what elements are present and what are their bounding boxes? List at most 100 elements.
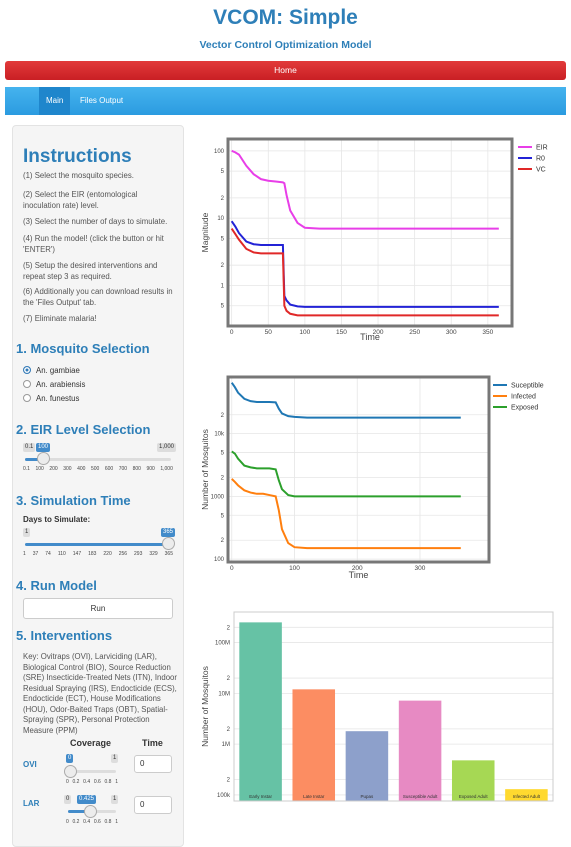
tab-main[interactable]: Main bbox=[39, 87, 71, 115]
radio[interactable]: An. funestus bbox=[23, 394, 79, 403]
x-tick-label: 200 bbox=[352, 565, 363, 572]
slider-tick-label: 600 bbox=[104, 466, 114, 472]
y-axis-label: Number of Mosquitos bbox=[200, 666, 210, 747]
slider-tick-label: 110 bbox=[57, 551, 66, 557]
slider-tick-label: 0.8 bbox=[104, 819, 112, 825]
y-tick-label: 2 bbox=[227, 778, 231, 784]
time-input[interactable]: 0 bbox=[134, 755, 172, 773]
row-name: OVI bbox=[23, 760, 37, 769]
y-axis-label: Magnitude bbox=[200, 212, 210, 252]
slider-handle[interactable] bbox=[37, 452, 50, 465]
radio[interactable]: An. gambiae bbox=[23, 366, 80, 375]
plot-frame bbox=[226, 375, 491, 564]
slider-tick-label: 1 bbox=[115, 819, 118, 825]
slider-tick-label: 0.2 bbox=[72, 779, 80, 785]
x-tick-label: 0 bbox=[230, 565, 234, 572]
y-tick-label: 5 bbox=[221, 451, 225, 457]
legend-label: EIR bbox=[536, 145, 548, 152]
app-title: VCOM: Simple bbox=[213, 6, 358, 29]
x-tick-label: 150 bbox=[336, 329, 347, 336]
series-line bbox=[231, 450, 461, 498]
slider-tick-label: 329 bbox=[149, 551, 158, 557]
sidebar bbox=[12, 125, 184, 847]
y-tick-label: 5 bbox=[221, 513, 225, 519]
slider-max: 1,000 bbox=[157, 443, 177, 452]
slider-tick-label: 0.6 bbox=[93, 819, 101, 825]
slider-tick-label: 293 bbox=[134, 551, 143, 557]
column-header: Time bbox=[142, 738, 163, 748]
slider-tick-label: 700 bbox=[118, 466, 128, 472]
slider-fill bbox=[25, 543, 171, 546]
tab-files[interactable]: Files Output bbox=[80, 96, 124, 105]
x-tick-label: 200 bbox=[373, 329, 384, 336]
x-tick-label: Infected Adult bbox=[513, 794, 541, 799]
chart: 100k 2 1M 2 10M 2 100M 2 Early Instar Late Instar… bbox=[200, 611, 554, 802]
step: (1) Select the mosquito species. bbox=[23, 171, 134, 180]
slider-tick-label: 1,000 bbox=[160, 466, 173, 472]
step: (5) Setup the desired interventions and … bbox=[23, 261, 158, 281]
y-tick-label: 100M bbox=[215, 641, 230, 647]
radio[interactable]: An. arabiensis bbox=[23, 380, 85, 389]
time-input[interactable]: 0 bbox=[134, 796, 172, 814]
slider-tick-label: 100 bbox=[35, 466, 44, 472]
y-tick-label: 5 bbox=[221, 236, 225, 242]
y-tick-label: 100k bbox=[217, 793, 231, 799]
slider-tick-label: 183 bbox=[88, 551, 97, 557]
label: Days to Simulate: bbox=[23, 515, 91, 524]
y-tick-label: 2 bbox=[221, 263, 225, 269]
x-tick-label: Early Instar bbox=[249, 794, 272, 799]
step: (4) Run the model! (click the button or … bbox=[23, 234, 164, 254]
page: VCOM: Simple Vector Control Optimization… bbox=[0, 0, 571, 830]
y-tick-label: 2 bbox=[227, 727, 231, 733]
slider-tick-label: 900 bbox=[146, 466, 155, 472]
slider-tick-label: 220 bbox=[103, 551, 112, 557]
y-tick-label: 100 bbox=[214, 149, 225, 155]
slider-min: 0 bbox=[64, 795, 72, 804]
slider-fill bbox=[68, 810, 88, 813]
slider-handle[interactable] bbox=[84, 805, 97, 818]
y-tick-label: 10k bbox=[214, 432, 225, 438]
step: (7) Eliminate malaria! bbox=[23, 314, 97, 323]
x-tick-label: Late Instar bbox=[303, 794, 325, 799]
tab-bar: Main Files Output bbox=[5, 87, 566, 115]
slider-tick-label: 800 bbox=[132, 466, 141, 472]
slider-handle[interactable] bbox=[64, 765, 77, 778]
home-bar[interactable]: Home bbox=[5, 61, 566, 80]
bar bbox=[505, 789, 548, 801]
chart: 100 2 5 1000 2 5 10k 2 0 100 200 300 Suceptible Infec… bbox=[200, 375, 544, 580]
bar bbox=[451, 760, 495, 801]
x-tick-label: 300 bbox=[446, 329, 457, 336]
plot-area bbox=[228, 377, 489, 562]
slider-tick-label: 400 bbox=[77, 466, 86, 472]
heading: 2. EIR Level Selection bbox=[16, 422, 151, 437]
y-tick-label: 2 bbox=[227, 676, 231, 682]
x-tick-label: 300 bbox=[415, 565, 426, 572]
slider-min: 1 bbox=[23, 528, 31, 537]
slider-tick-label: 0 bbox=[66, 779, 69, 785]
series-line bbox=[231, 478, 461, 550]
x-tick-label: 100 bbox=[289, 565, 300, 572]
slider-handle[interactable] bbox=[162, 537, 175, 550]
slider-ticks: 0.1 100 200 300 400 500 600 700 800 900 1,000 bbox=[23, 466, 173, 472]
slider-tick-label: 300 bbox=[63, 466, 72, 472]
slider-fill bbox=[25, 458, 43, 461]
slider-tick-label: 1 bbox=[23, 551, 26, 557]
x-tick-label: 100 bbox=[299, 329, 310, 336]
chart: 5 1 2 5 10 2 5 100 0 50 100 150 200 250 300 350 EIR R0 VC T… bbox=[200, 137, 548, 342]
step: (3) Select the number of days to simulat… bbox=[23, 217, 168, 226]
y-tick-label: 1M bbox=[222, 742, 230, 748]
slider-tick-label: 0.8 bbox=[104, 779, 112, 785]
run-button[interactable]: Run bbox=[23, 598, 173, 619]
row-name: LAR bbox=[23, 799, 40, 808]
legend-label: Infected bbox=[511, 394, 536, 401]
legend-label: VC bbox=[536, 167, 546, 174]
slider-tick-label: 147 bbox=[72, 551, 82, 557]
slider-value: 365 bbox=[161, 528, 176, 537]
y-tick-label: 2 bbox=[221, 196, 225, 202]
slider-tick-label: 74 bbox=[45, 551, 51, 557]
series-line bbox=[230, 220, 499, 308]
y-axis-label: Number of Mosquitos bbox=[200, 429, 210, 510]
slider-max: 1 bbox=[111, 754, 119, 763]
y-tick-label: 5 bbox=[221, 304, 225, 310]
app-subtitle: Vector Control Optimization Model bbox=[199, 39, 372, 51]
